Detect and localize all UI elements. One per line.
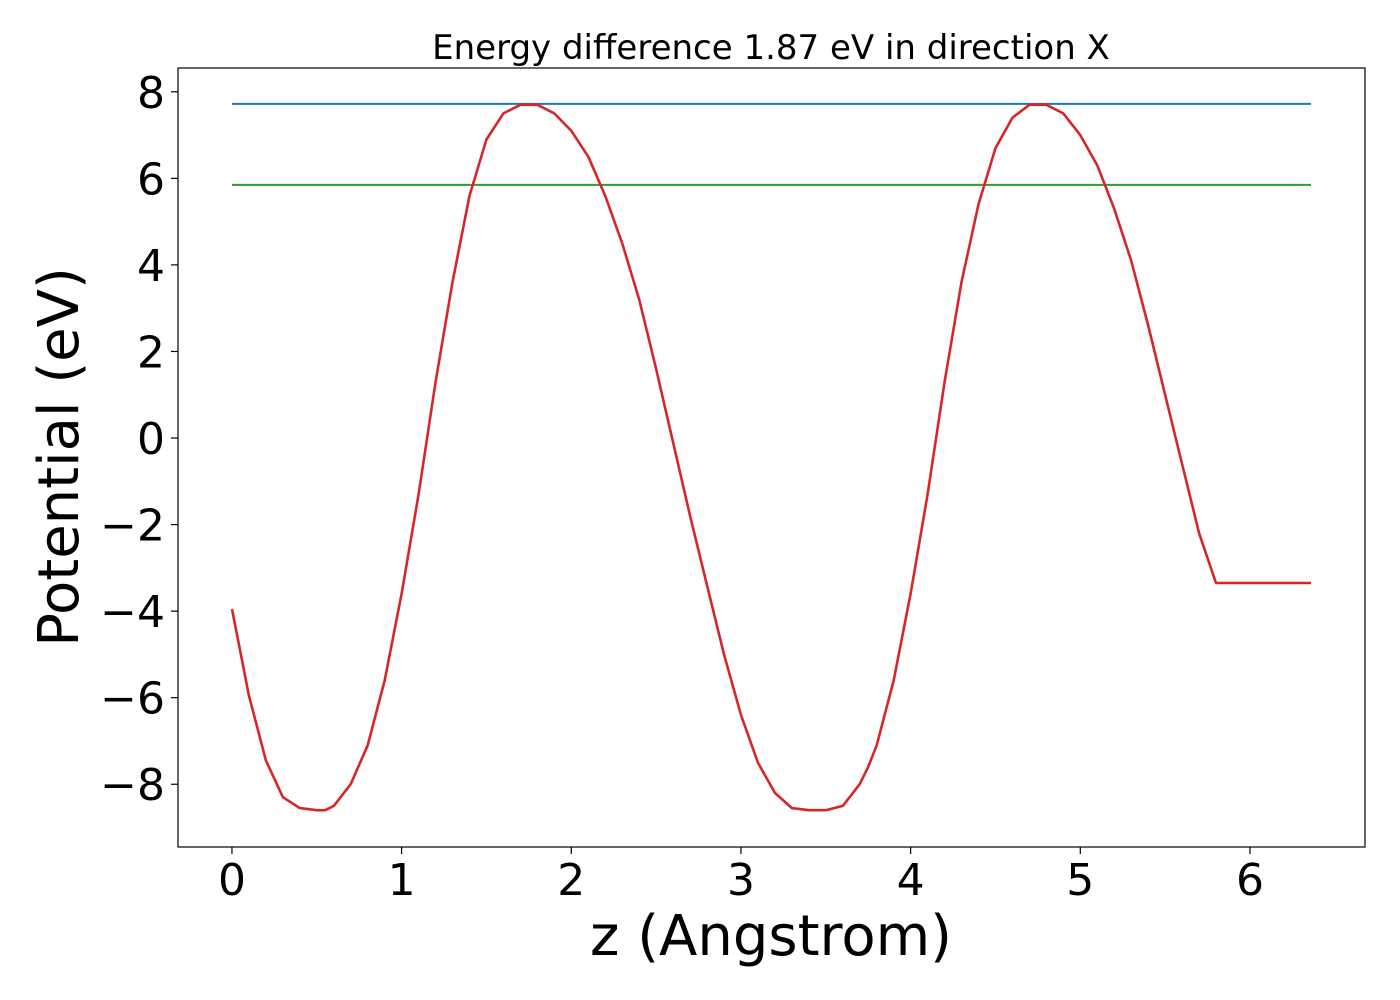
x-tick-label: 4 (897, 855, 925, 906)
y-tick-label: −8 (100, 760, 165, 811)
x-tick-label: 5 (1066, 855, 1094, 906)
series-line-2 (230, 103, 1311, 812)
x-tick-label: 2 (557, 855, 585, 906)
y-tick-label: −2 (100, 501, 165, 552)
y-tick-label: 4 (137, 241, 165, 292)
y-tick-label: −4 (100, 587, 165, 638)
y-tick-label: 8 (137, 68, 165, 119)
y-axis-label: Potential (eV) (27, 267, 92, 647)
x-axis-label: z (Angstrom) (590, 904, 952, 969)
x-axis: 0 1 2 3 4 5 6 (218, 847, 1264, 906)
y-tick-label: 2 (137, 327, 165, 378)
axes-frame (177, 67, 1366, 848)
x-tick-label: 1 (388, 855, 416, 906)
y-axis: −8 −6 −4 −2 0 2 4 6 8 (100, 68, 178, 811)
x-tick-label: 6 (1236, 855, 1264, 906)
y-tick-label: 6 (137, 154, 165, 205)
plot-area (230, 102, 1311, 812)
x-tick-label: 3 (727, 855, 755, 906)
x-tick-label: 0 (218, 855, 246, 906)
chart-title: Energy difference 1.87 eV in direction X (432, 28, 1110, 68)
y-tick-label: −6 (100, 674, 165, 725)
y-tick-label: 0 (137, 414, 165, 465)
